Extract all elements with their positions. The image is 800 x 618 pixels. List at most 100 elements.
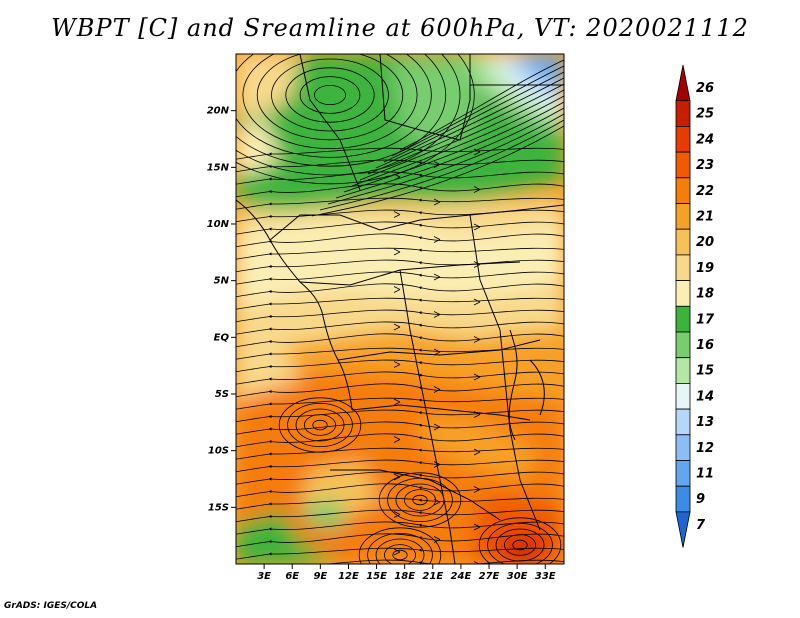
grads-credit: GrADS: IGES/COLA (4, 601, 98, 611)
streamline (303, 414, 336, 436)
colorbar-swatch (675, 305, 691, 333)
streamline (299, 76, 361, 114)
streamline (236, 447, 564, 460)
streamline-arrow (393, 436, 401, 443)
streamline-arrow (433, 236, 441, 243)
lon-tick-label: 12E (338, 571, 359, 582)
streamline (236, 309, 564, 323)
streamline (236, 271, 564, 285)
streamline (242, 54, 418, 149)
streamline (236, 497, 564, 510)
streamline (236, 321, 564, 335)
streamline-arrow (473, 186, 481, 193)
lon-tick-label: 24E (451, 571, 472, 582)
colorbar-swatch (675, 64, 691, 102)
chart-title: WBPT [C] and Sreamline at 600hPa, VT: 20… (51, 14, 749, 42)
colorbar-swatch (675, 254, 691, 281)
streamline-arrow (393, 398, 401, 406)
streamline (378, 472, 462, 528)
lat-tick-label: EQ (214, 332, 230, 343)
streamline (236, 183, 564, 198)
streamline-arrow (433, 311, 441, 318)
colorbar-swatch (675, 408, 691, 436)
colorbar-swatch (675, 151, 691, 179)
streamline (383, 71, 564, 163)
lon-tick-label: 15E (366, 571, 387, 582)
colorbar-label: 16 (696, 338, 714, 353)
colorbar-swatch (675, 357, 691, 384)
colorbar-label: 12 (696, 441, 714, 456)
lon-tick-label: 18E (394, 571, 415, 582)
streamline (236, 421, 564, 435)
streamline-arrow (473, 261, 481, 268)
streamline (236, 171, 564, 185)
streamline (236, 521, 564, 535)
colorbar-swatch (675, 126, 691, 153)
streamline (236, 383, 564, 398)
streamline-arrow (393, 248, 401, 256)
streamline (375, 538, 425, 564)
streamline (312, 419, 328, 431)
colorbar-label: 14 (696, 389, 714, 404)
streamline-arrow (433, 498, 441, 506)
longitude-axis: 3E 6E 9E 12E 15E 18E 21E 24E 27E 30E 33E (257, 564, 556, 582)
lat-tick-label: 5N (214, 276, 230, 287)
streamline (392, 549, 408, 561)
streamline-arrow (433, 348, 441, 356)
colorbar-label: 19 (696, 261, 714, 276)
streamline (236, 209, 564, 223)
streamline (395, 483, 445, 517)
streamline-arrow (473, 411, 481, 418)
lat-tick-label: 15N (207, 162, 230, 173)
streamline (236, 297, 564, 310)
streamline (359, 89, 564, 181)
streamline (335, 107, 564, 199)
streamline (236, 259, 564, 273)
streamline-arrow (473, 486, 481, 493)
colorbar-label: 20 (696, 235, 714, 250)
streamline (236, 54, 447, 167)
colorbar-label: 18 (696, 287, 714, 302)
colorbar-label: 17 (696, 312, 715, 327)
streamline (384, 544, 416, 564)
streamline-arrow (473, 561, 480, 564)
streamline (391, 65, 564, 157)
streamline (236, 233, 564, 248)
streamline (287, 402, 353, 447)
colorbar-swatch (675, 460, 691, 487)
streamline (236, 483, 564, 498)
streamline (367, 83, 564, 175)
streamline (236, 471, 564, 485)
colorbar-swatch (675, 511, 691, 548)
colorbar-swatch (675, 434, 691, 461)
colorbar-label: 23 (696, 158, 714, 173)
streamline (399, 59, 564, 151)
streamline (236, 147, 564, 160)
streamline (387, 477, 453, 522)
colorbar: 26 25 24 23 22 21 20 19 18 17 16 15 14 13 12 11 9 7 (675, 64, 715, 548)
streamline (236, 397, 564, 410)
streamline (358, 527, 442, 564)
streamline (412, 494, 428, 506)
streamline-arrow (433, 461, 441, 468)
colorbar-swatch (675, 382, 691, 410)
colorbar-label: 26 (696, 81, 714, 96)
colorbar-label: 24 (696, 132, 714, 147)
streamline-arrow (433, 198, 441, 206)
streamline (236, 547, 564, 560)
streamline (403, 489, 436, 511)
streamline (351, 95, 564, 187)
streamline (285, 67, 375, 123)
streamline (236, 459, 564, 473)
streamline (487, 523, 553, 564)
lon-tick-label: 3E (257, 571, 271, 582)
streamline-arrow (473, 336, 481, 343)
streamline (256, 54, 404, 141)
streamline (236, 333, 564, 348)
lat-tick-label: 10N (207, 219, 230, 230)
colorbar-label: 21 (696, 210, 714, 225)
streamline-arrow (433, 536, 441, 543)
latitude-axis: 20N 15N 10N 5N EQ 5S 10S 15S (207, 106, 236, 513)
streamline (236, 197, 564, 210)
lon-tick-label: 21E (422, 571, 443, 582)
